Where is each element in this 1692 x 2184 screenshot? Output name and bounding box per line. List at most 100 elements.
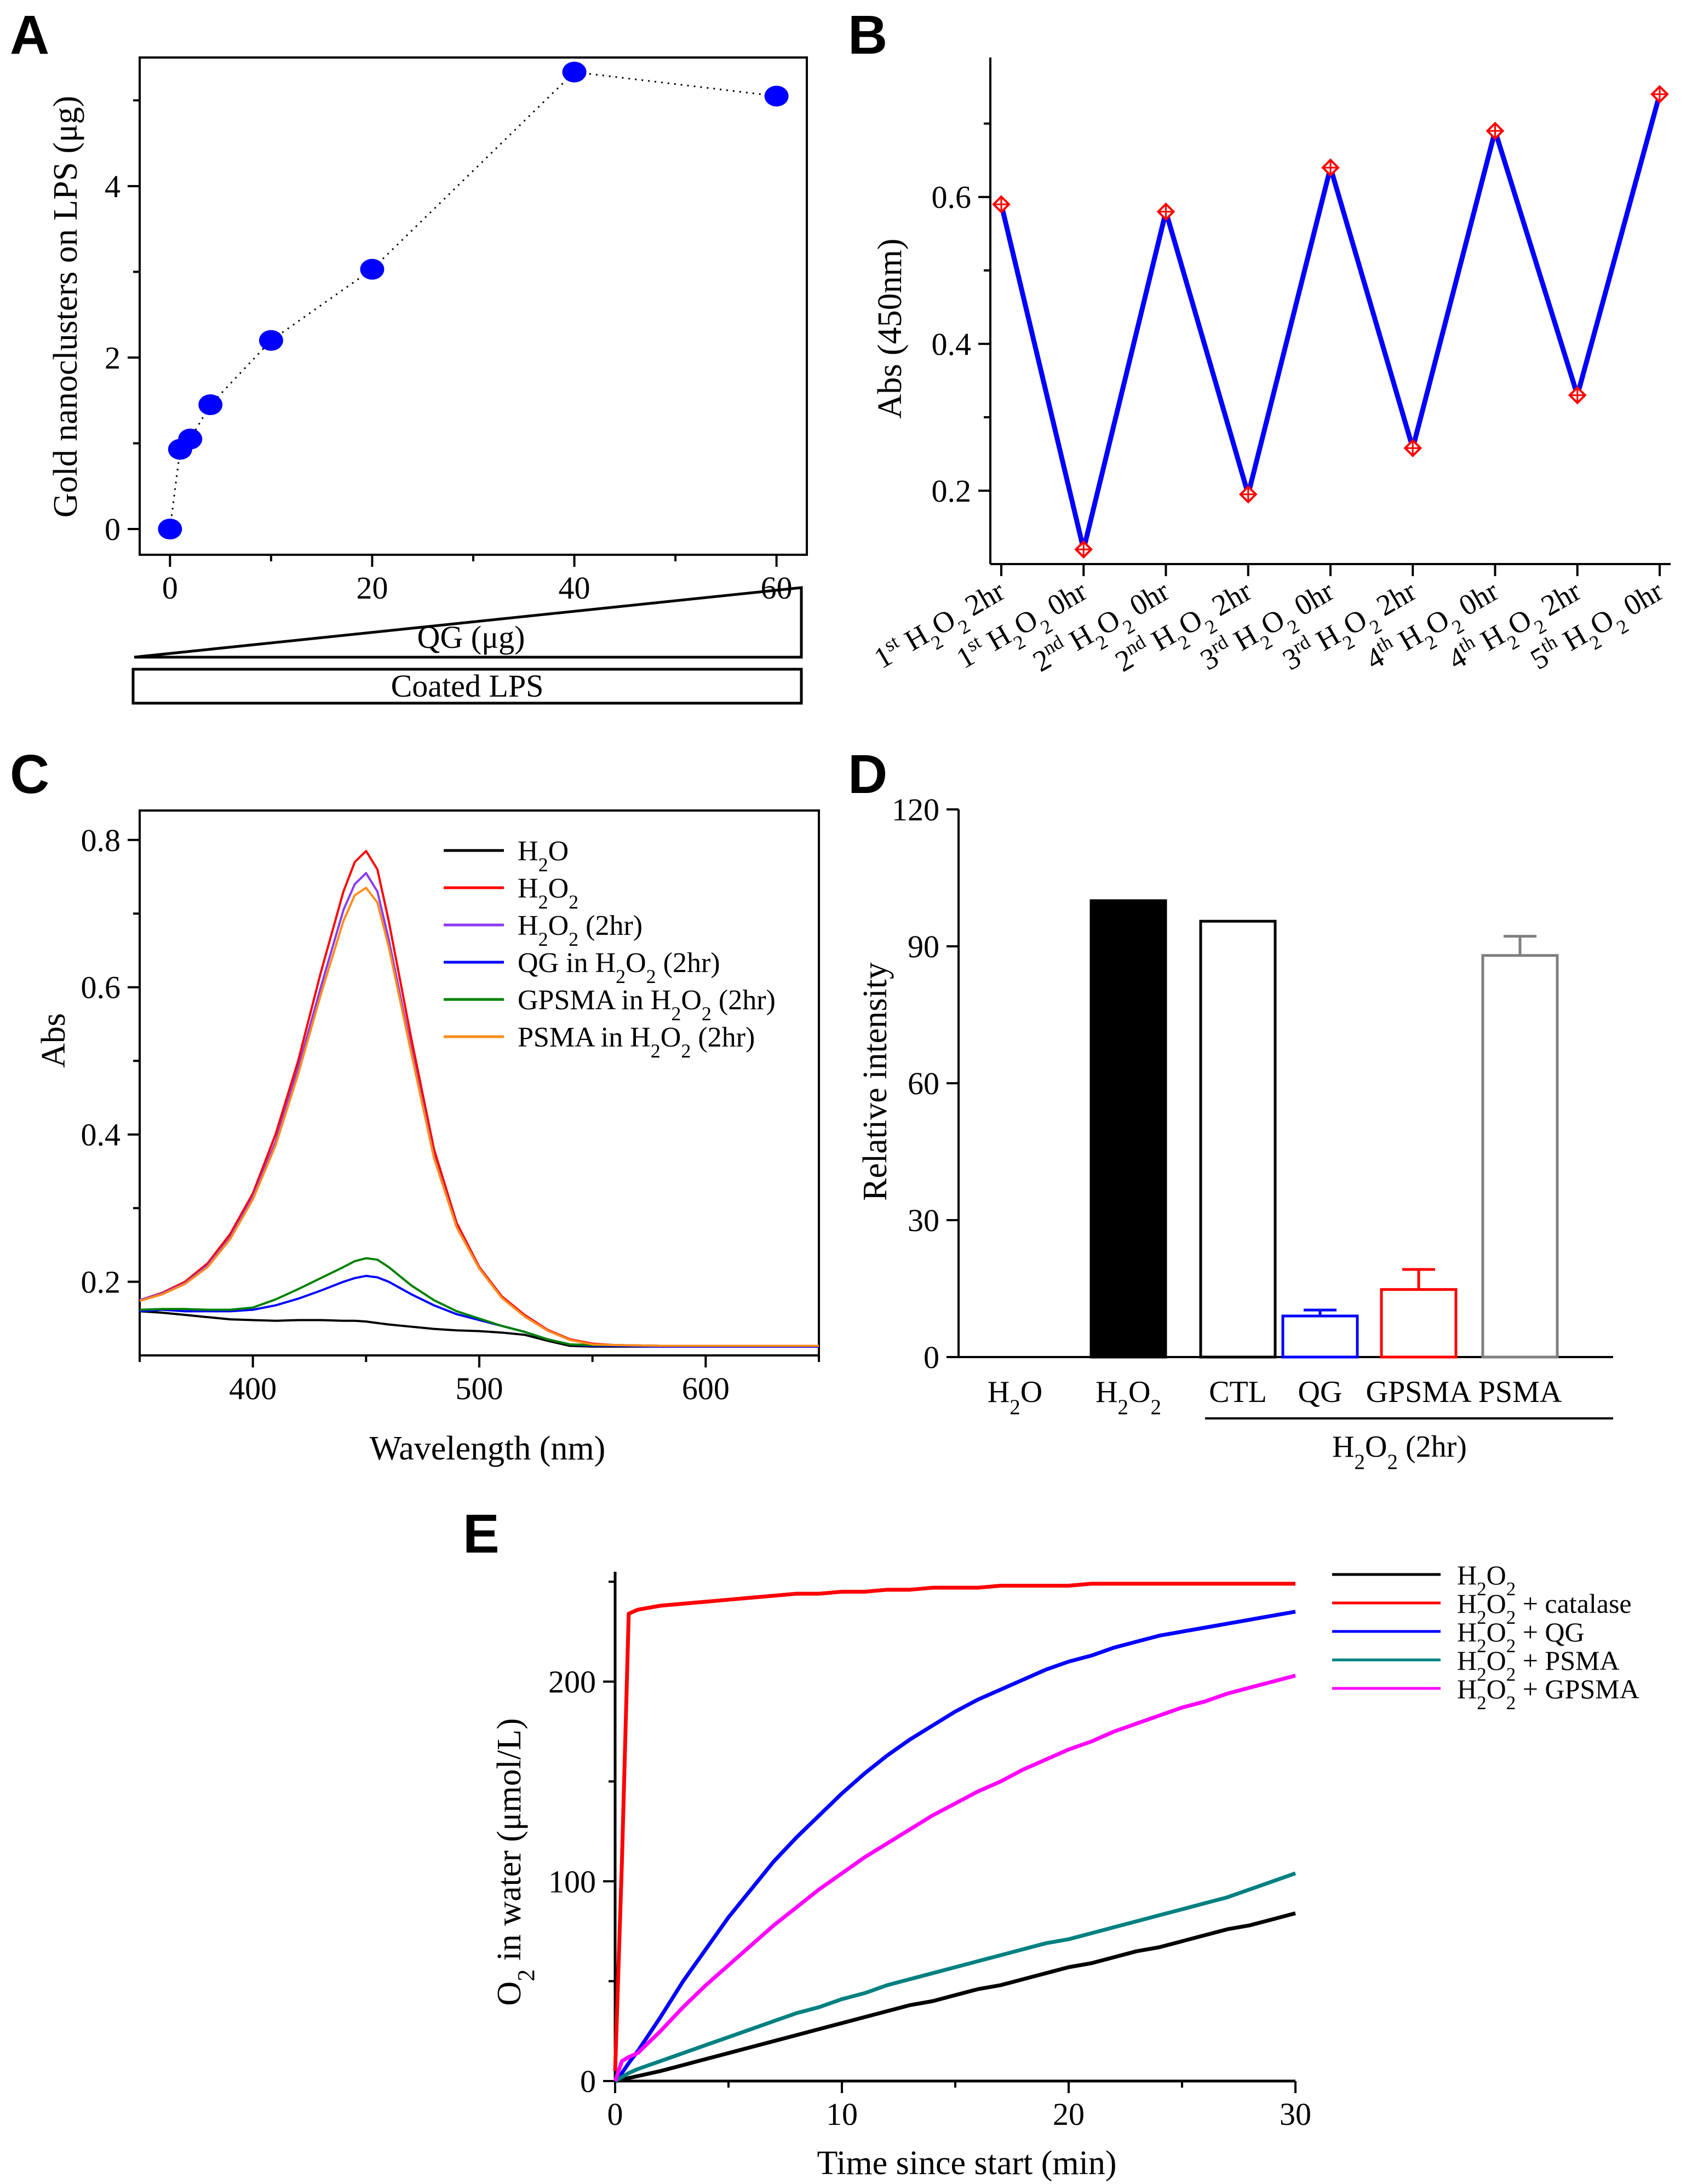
legend-label: H2O2 bbox=[1457, 1560, 1516, 1600]
category-label-part: CTL bbox=[1209, 1375, 1267, 1409]
x-tick-label: 40 bbox=[559, 570, 590, 606]
legend-label-part: + GPSMA bbox=[1516, 1674, 1639, 1704]
legend-label-part: 2 bbox=[1477, 1692, 1487, 1714]
data-point bbox=[158, 519, 182, 540]
panel-c-xlabel: Wavelength (nm) bbox=[370, 1430, 606, 1467]
legend-label-part: 2 bbox=[702, 1003, 712, 1025]
category-label-part: GPSMA bbox=[1366, 1375, 1472, 1409]
legend-label: QG in H2O2 (2hr) bbox=[518, 947, 720, 987]
x-tick-label: 0 bbox=[607, 2096, 623, 2132]
series-line bbox=[139, 887, 819, 1347]
bar bbox=[1199, 919, 1277, 1359]
legend-label-part: 2 bbox=[1477, 1578, 1487, 1600]
cat-h: H bbox=[1057, 618, 1098, 661]
panel-b-data bbox=[992, 85, 1669, 559]
legend-label-part: O bbox=[548, 910, 569, 941]
legend-label-part: 2 bbox=[538, 854, 548, 876]
y-tick-label: 4 bbox=[105, 169, 121, 204]
y-tick-label: 100 bbox=[548, 1864, 596, 1899]
category-label-part: 2 bbox=[1010, 1395, 1020, 1419]
legend-label-part: (2hr) bbox=[578, 910, 643, 941]
legend-label: PSMA in H2O2 (2hr) bbox=[518, 1022, 755, 1062]
x-tick-label: 600 bbox=[682, 1371, 730, 1406]
panel-e-ylabel-sub: 2 bbox=[513, 1969, 540, 1981]
y-tick-label: 0.8 bbox=[81, 823, 121, 858]
legend-label-part: + PSMA bbox=[1516, 1645, 1619, 1676]
legend-label-part: 2 bbox=[538, 928, 548, 950]
series-line bbox=[615, 1911, 1296, 2083]
panel-c-data bbox=[139, 849, 819, 1348]
series-line bbox=[613, 1674, 1296, 2082]
y-tick-label: 2 bbox=[105, 340, 121, 376]
y-tick-label: 90 bbox=[908, 929, 939, 964]
panel-label-c: C bbox=[10, 744, 49, 805]
panel-label-e: E bbox=[463, 1503, 500, 1565]
category-label-part: H bbox=[988, 1375, 1010, 1409]
bar bbox=[1281, 1314, 1359, 1359]
qg-gradient-triangle bbox=[134, 586, 803, 659]
legend-label-part: 2 bbox=[681, 1040, 691, 1062]
category-label: H2O2 bbox=[1096, 1375, 1161, 1419]
legend-label-part: H bbox=[518, 910, 538, 941]
category-label-part: 2 bbox=[1118, 1395, 1129, 1419]
x-tick-label: 20 bbox=[1053, 2096, 1085, 2132]
series-line bbox=[613, 1610, 1296, 2083]
cat-h: H bbox=[1469, 618, 1510, 661]
legend-label-part: O bbox=[548, 873, 569, 904]
data-point bbox=[562, 61, 587, 83]
series-line bbox=[139, 872, 819, 1347]
legend-label-part: GPSMA in H bbox=[518, 985, 671, 1016]
legend-label: H2O2 + PSMA bbox=[1457, 1645, 1620, 1685]
y-tick-label: 120 bbox=[892, 792, 939, 827]
data-point bbox=[360, 258, 385, 280]
group-label-part: 2 bbox=[1387, 1450, 1398, 1474]
legend-label: H2O2 + QG bbox=[1457, 1617, 1585, 1657]
legend-label: GPSMA in H2O2 (2hr) bbox=[518, 985, 776, 1025]
legend-label-part: O bbox=[1487, 1617, 1506, 1647]
legend-label-part: (2hr) bbox=[712, 985, 776, 1016]
panel-e-ylabel-rest: in water (μmol/L) bbox=[491, 1718, 528, 1969]
series-line bbox=[613, 1582, 1295, 2071]
panel-e-data bbox=[613, 1582, 1297, 2083]
legend-label-part: 2 bbox=[1477, 1607, 1487, 1628]
y-tick-label: 0 bbox=[924, 1340, 939, 1375]
panel-label-b: B bbox=[848, 4, 887, 66]
cat-h: H bbox=[1304, 618, 1345, 661]
category-label-part: H bbox=[1096, 1375, 1117, 1409]
x-tick-label: 10 bbox=[826, 2096, 858, 2132]
category-label: H2O bbox=[988, 1375, 1042, 1419]
legend-label: H2O bbox=[518, 836, 569, 876]
category-label-part: O bbox=[1020, 1375, 1042, 1409]
panel-e-ylabel-o: O bbox=[491, 1981, 528, 2006]
legend-label-part: 2 bbox=[538, 891, 548, 913]
legend-label-part: H bbox=[1457, 1560, 1477, 1590]
legend-label-part: O bbox=[681, 985, 702, 1016]
series-line bbox=[139, 1274, 819, 1348]
category-label-part: O bbox=[1128, 1375, 1150, 1409]
cat-h: H bbox=[1551, 618, 1592, 661]
panel-c-frame bbox=[139, 809, 820, 1357]
legend-label-part: 2 bbox=[1506, 1578, 1516, 1600]
panel-d-data bbox=[1089, 899, 1559, 1359]
bar bbox=[1089, 899, 1167, 1359]
legend-label-part: O bbox=[1487, 1588, 1506, 1619]
x-tick-label: 30 bbox=[1280, 2096, 1311, 2132]
legend-label-part: H bbox=[518, 836, 538, 867]
panel-e-xlabel: Time since start (min) bbox=[817, 2145, 1116, 2182]
legend-label-part: 2 bbox=[1506, 1607, 1516, 1628]
legend-label-part: 2 bbox=[646, 965, 656, 987]
panel-d-ylabel: Relative intensity bbox=[857, 962, 894, 1201]
legend-label-part: 2 bbox=[1506, 1635, 1516, 1657]
panel-b-axes: 0.2 0.4 0.6 bbox=[932, 58, 1671, 576]
group-label-part: O bbox=[1365, 1430, 1387, 1464]
legend-label-part: 2 bbox=[569, 891, 578, 913]
legend-label-part: O bbox=[626, 947, 646, 979]
y-tick-label: 0.6 bbox=[81, 970, 121, 1005]
